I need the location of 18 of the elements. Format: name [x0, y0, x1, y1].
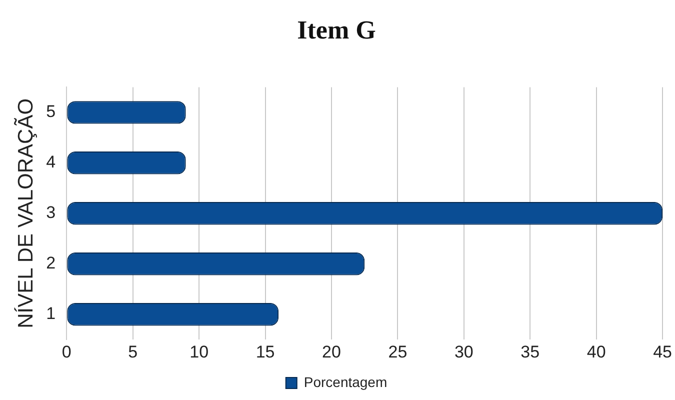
x-tick-label: 35: [520, 342, 540, 362]
x-tick-label: 5: [128, 342, 138, 362]
y-axis-title: NÍVEL DE VALORAÇÃO: [13, 98, 38, 328]
chart-title: Item G: [297, 15, 376, 44]
x-tick-label: 0: [62, 342, 72, 362]
legend-label: Porcentagem: [304, 374, 388, 390]
x-tick-label: 10: [190, 342, 209, 362]
x-tick-label: 20: [322, 342, 341, 362]
x-tick-label: 45: [653, 342, 672, 362]
x-tick-label: 40: [586, 342, 606, 362]
y-tick-label: 4: [46, 152, 56, 172]
y-tick-label: 5: [46, 102, 56, 122]
y-tick-label: 2: [46, 254, 56, 273]
y-tick-label: 1: [46, 304, 56, 324]
y-tick-label: 3: [46, 203, 56, 222]
x-tick-label: 15: [256, 342, 275, 362]
x-tick-label: 30: [454, 342, 474, 362]
x-tick-label: 25: [388, 342, 408, 362]
